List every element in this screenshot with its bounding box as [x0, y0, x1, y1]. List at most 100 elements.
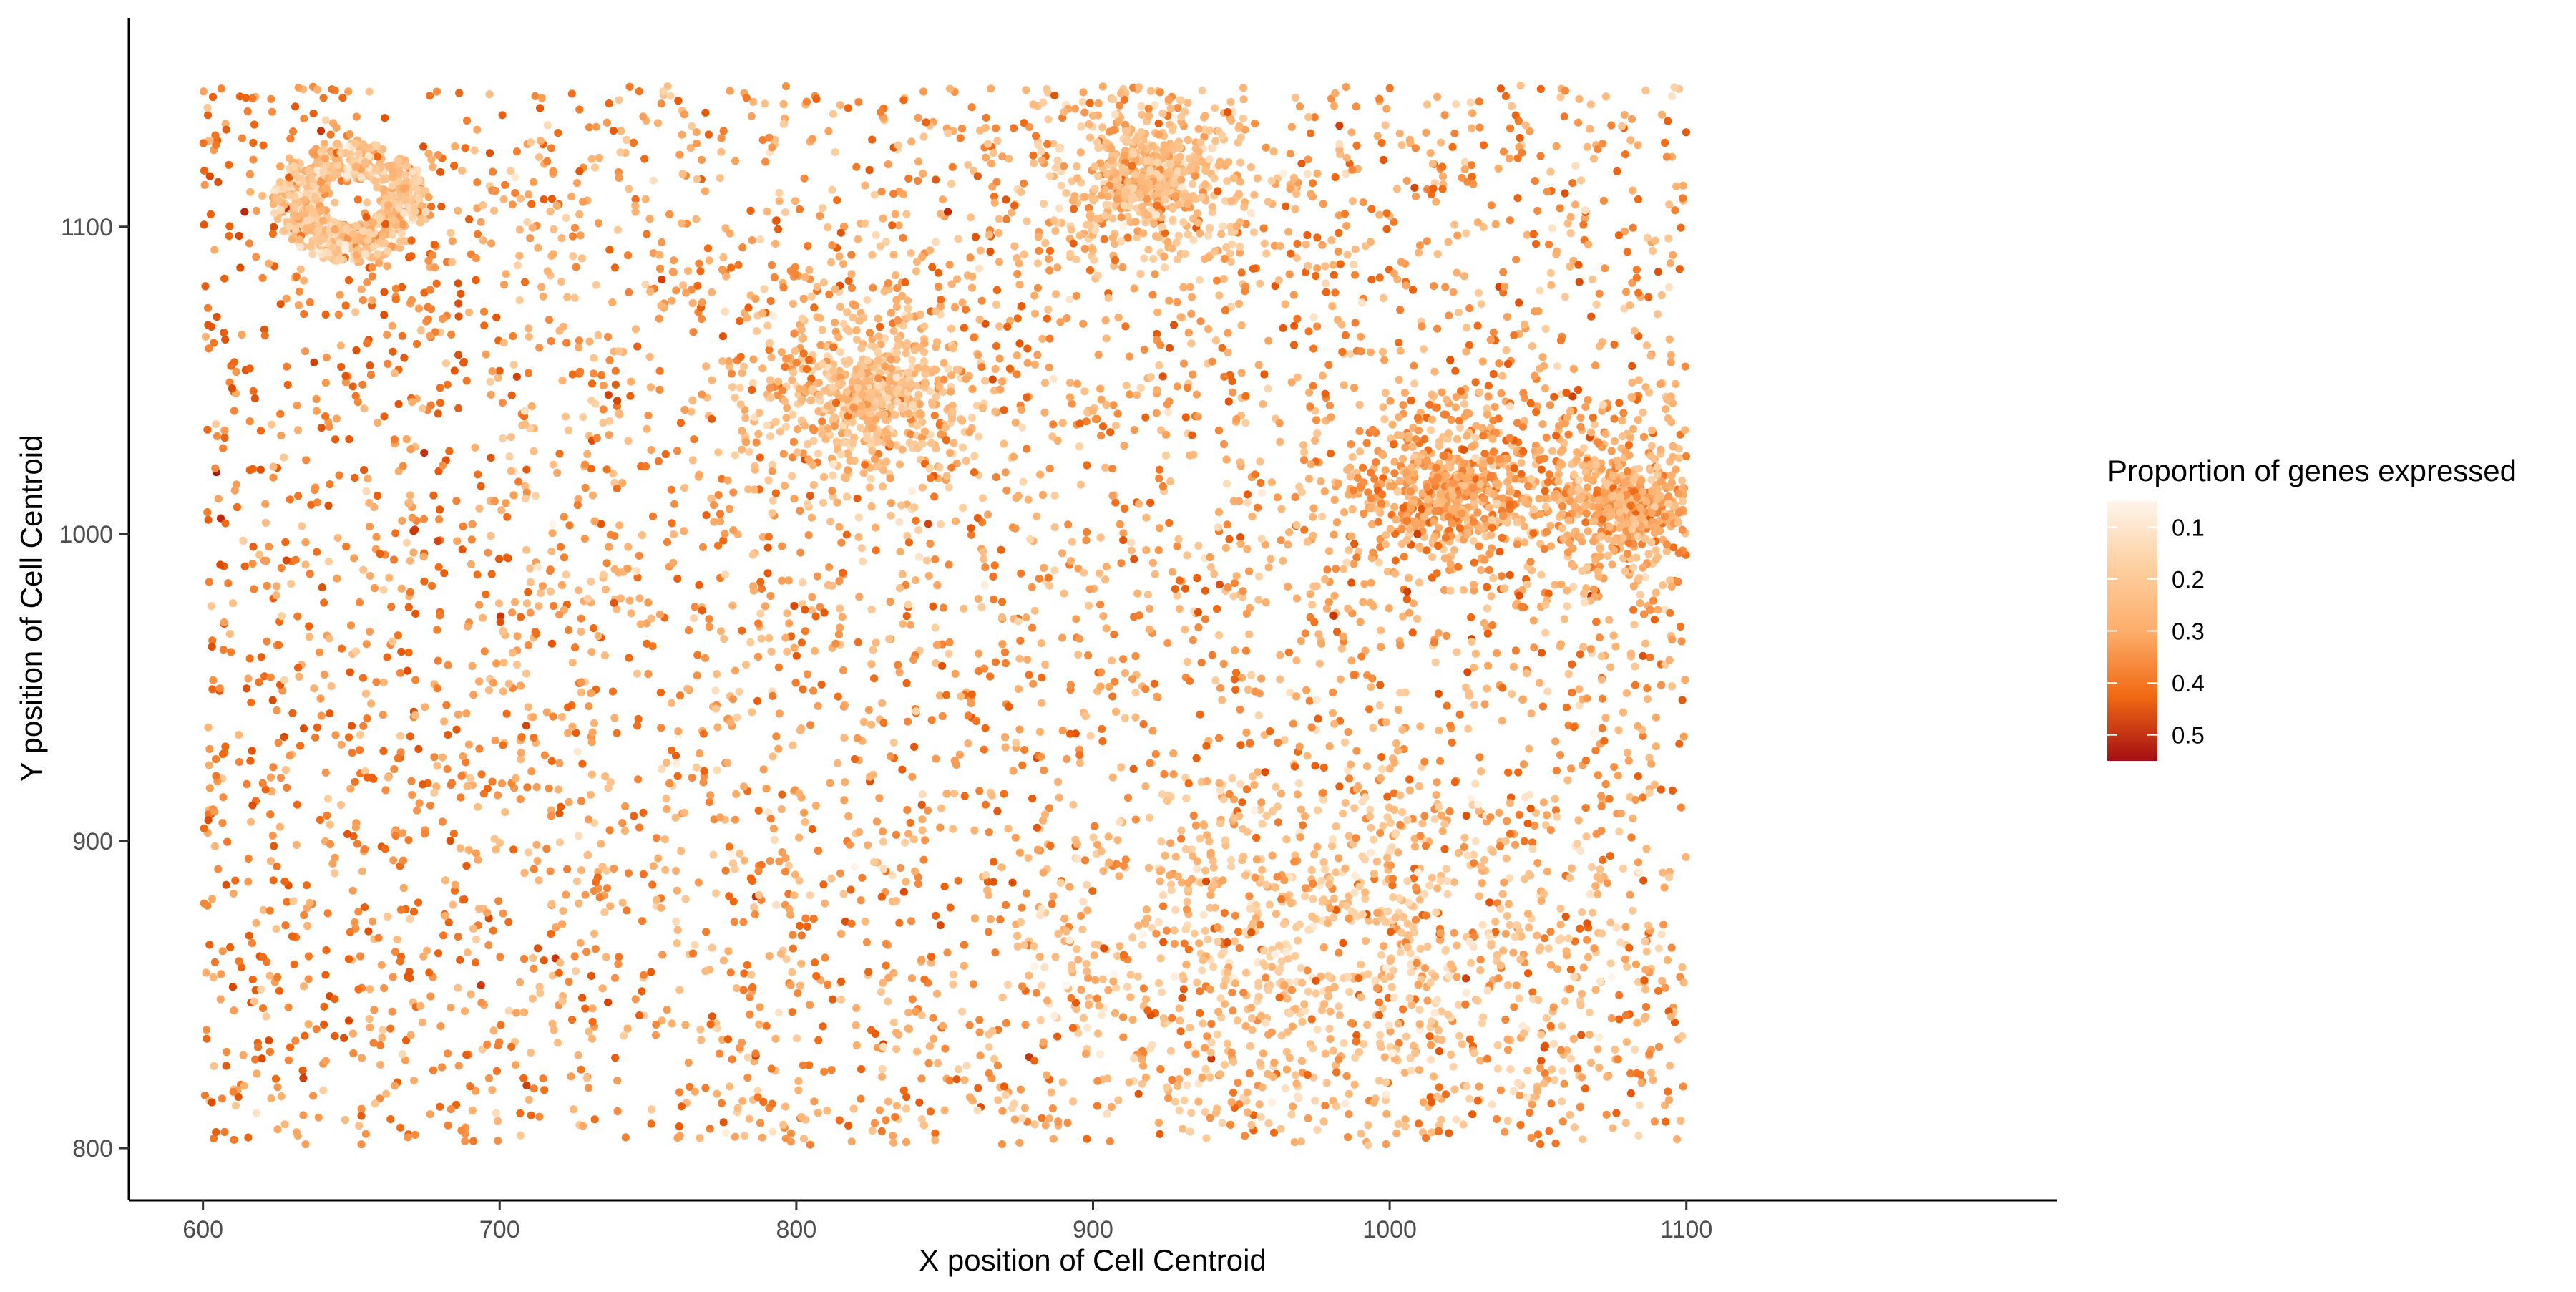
data-point: [1178, 994, 1186, 1002]
data-point: [992, 300, 1000, 309]
data-point: [771, 489, 780, 497]
data-point: [494, 1137, 502, 1145]
data-point: [320, 598, 328, 607]
data-point: [803, 922, 811, 931]
data-point: [887, 309, 895, 317]
data-point: [782, 413, 791, 422]
data-point: [1246, 671, 1256, 679]
data-point: [844, 466, 852, 475]
data-point: [1146, 604, 1154, 613]
data-point: [1440, 410, 1448, 419]
data-point: [836, 303, 845, 311]
data-point: [1475, 123, 1484, 132]
data-point: [462, 861, 471, 870]
data-point: [1199, 1019, 1207, 1028]
data-point: [1219, 947, 1228, 956]
data-point: [1666, 259, 1675, 268]
data-point: [904, 1009, 913, 1017]
data-point: [425, 968, 434, 977]
data-point: [1454, 308, 1463, 317]
data-point: [1093, 1102, 1101, 1110]
data-point: [1606, 852, 1614, 860]
data-point: [1239, 84, 1248, 92]
data-point: [977, 603, 986, 612]
data-point: [852, 335, 861, 344]
data-point: [731, 394, 739, 402]
data-point: [1121, 322, 1130, 331]
data-point: [1133, 391, 1141, 399]
data-point: [1652, 713, 1660, 722]
data-point: [443, 380, 452, 389]
data-point: [447, 228, 455, 238]
data-point: [1591, 882, 1600, 890]
data-point: [1343, 251, 1352, 259]
data-point: [598, 984, 607, 993]
data-point: [276, 774, 286, 782]
data-point: [319, 1086, 328, 1094]
data-point: [1422, 911, 1430, 920]
data-point: [1186, 283, 1194, 291]
data-point: [1210, 570, 1219, 578]
data-point: [1332, 565, 1340, 573]
data-point: [1375, 273, 1384, 282]
data-point: [245, 654, 254, 663]
data-point: [1462, 324, 1470, 332]
data-point: [1506, 1065, 1515, 1074]
data-point: [768, 460, 776, 469]
data-point: [1001, 743, 1010, 752]
data-point: [452, 725, 461, 734]
data-point: [1679, 732, 1688, 741]
data-point: [1570, 973, 1579, 981]
data-point: [1440, 111, 1449, 120]
data-point: [708, 414, 716, 423]
data-point: [1227, 1098, 1236, 1107]
data-point: [1231, 646, 1239, 655]
data-point: [401, 1036, 411, 1044]
data-point: [484, 686, 494, 694]
data-point: [436, 399, 445, 407]
data-point: [934, 282, 943, 291]
data-point: [1231, 686, 1240, 694]
data-point: [945, 560, 953, 569]
data-point: [790, 329, 799, 338]
data-point: [949, 980, 957, 989]
data-point: [1238, 798, 1246, 807]
data-point: [1183, 1081, 1191, 1089]
data-point: [1236, 242, 1244, 251]
data-point: [809, 437, 818, 445]
data-point: [1157, 837, 1166, 846]
data-point: [987, 159, 996, 168]
data-point: [1634, 532, 1642, 540]
data-point: [1207, 1038, 1216, 1046]
data-point: [932, 989, 942, 998]
data-point: [256, 427, 265, 435]
data-point: [240, 1082, 248, 1090]
data-point: [910, 742, 919, 751]
data-point: [1324, 972, 1332, 981]
data-point: [502, 270, 510, 278]
data-point: [1187, 845, 1196, 854]
data-point: [515, 296, 524, 305]
data-point: [1377, 643, 1385, 651]
data-point: [1065, 379, 1075, 387]
data-point: [512, 1009, 521, 1017]
data-point: [1388, 420, 1397, 429]
data-point: [1102, 563, 1111, 571]
data-point: [590, 163, 600, 172]
data-point: [775, 709, 784, 718]
data-point: [1377, 753, 1386, 762]
data-point: [1525, 744, 1533, 753]
data-point: [1399, 612, 1407, 621]
data-point: [1314, 806, 1322, 815]
data-point: [200, 824, 208, 832]
data-point: [316, 815, 324, 824]
data-point: [1539, 798, 1548, 807]
data-point: [1197, 659, 1206, 667]
data-point: [1367, 520, 1376, 528]
data-point: [929, 1014, 937, 1022]
data-point: [1272, 910, 1280, 918]
data-point: [1344, 972, 1352, 981]
data-point: [1035, 727, 1044, 736]
data-point: [1341, 331, 1350, 339]
